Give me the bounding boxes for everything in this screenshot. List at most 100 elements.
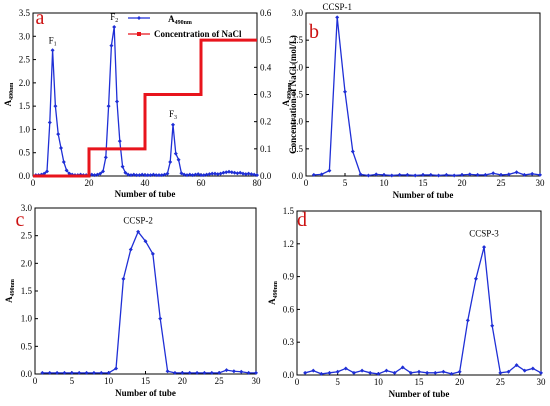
data-point	[62, 370, 67, 375]
y-tick-label: 2.5	[19, 55, 31, 65]
panel-letter: b	[309, 21, 319, 43]
x-tick-label: 15	[415, 377, 425, 387]
x-tick-label: 80	[253, 178, 263, 188]
data-point	[392, 370, 397, 375]
y-axis-title: A490nm	[267, 281, 279, 305]
y2-tick-label: 0.5	[260, 35, 272, 45]
y-tick-label: 0.5	[19, 148, 31, 158]
plot-frame	[34, 207, 257, 375]
x-axis-title: Number of tube	[115, 189, 176, 199]
data-point	[231, 369, 236, 374]
y2-tick-label: 0.6	[260, 8, 272, 18]
x-tick-label: 25	[496, 377, 506, 387]
y-tick-label: 2.5	[292, 35, 304, 45]
data-point	[343, 89, 347, 94]
data-point	[227, 169, 231, 174]
y-tick-label: 0.0	[21, 369, 33, 379]
data-point	[351, 370, 356, 375]
y-tick-label: 1.5	[283, 206, 295, 216]
y2-axis-title: Concentration of NaCl (mol/L)	[288, 35, 298, 154]
x-tick-label: 30	[537, 377, 547, 387]
data-point	[235, 171, 240, 176]
y-tick-label: 0.0	[19, 171, 31, 181]
y2-tick-label: 0.0	[260, 171, 272, 181]
data-point	[92, 173, 97, 178]
data-point	[77, 370, 82, 375]
panel-letter: d	[297, 209, 307, 231]
data-point	[47, 120, 52, 125]
data-point	[84, 370, 89, 375]
y-axis-title: A490nm	[281, 83, 293, 107]
data-point	[303, 370, 308, 375]
data-point	[425, 370, 430, 375]
x-axis-title: Number of tube	[389, 389, 450, 399]
y-tick-label: 0.0	[292, 171, 304, 181]
data-point	[405, 172, 410, 177]
y-tick-label: 0.3	[283, 337, 295, 347]
data-point	[224, 368, 229, 373]
data-point	[239, 369, 244, 374]
data-point	[69, 370, 74, 375]
data-point	[114, 366, 119, 371]
data-point	[376, 371, 381, 376]
data-point	[246, 370, 251, 375]
data-point	[311, 368, 316, 373]
y-tick-label: 2.0	[21, 258, 33, 268]
data-point	[204, 172, 209, 177]
data-point	[112, 24, 117, 29]
data-point	[457, 369, 462, 374]
y2-tick-label: 0.4	[260, 62, 272, 72]
x-tick-label: 20	[85, 178, 95, 188]
y-tick-label: 2.0	[19, 78, 31, 88]
data-point	[126, 172, 131, 177]
y-tick-label: 1.0	[292, 117, 304, 127]
data-point	[249, 172, 254, 177]
data-point	[53, 104, 58, 109]
data-point	[311, 172, 316, 177]
legend-label-nacl: Concentration of NaCl	[154, 29, 242, 39]
data-point	[530, 171, 535, 176]
y-tick-label: 1.0	[21, 314, 33, 324]
data-point	[465, 318, 470, 323]
data-point	[179, 171, 184, 176]
x-tick-label: 20	[178, 376, 188, 386]
data-point	[444, 172, 449, 177]
data-point	[335, 15, 340, 20]
data-point	[213, 171, 217, 176]
data-point	[441, 369, 446, 374]
data-point	[436, 173, 441, 178]
y2-tick-label: 0.2	[260, 117, 271, 127]
data-point	[56, 132, 61, 137]
x-axis-title: Number of tube	[393, 190, 454, 200]
x-tick-label: 40	[141, 178, 151, 188]
absorbance-line	[42, 230, 256, 374]
x-tick-label: 20	[455, 377, 465, 387]
data-point	[538, 172, 542, 177]
data-point	[366, 173, 371, 178]
y-tick-label: 3.0	[21, 203, 33, 213]
data-point	[148, 173, 153, 178]
data-point	[117, 139, 122, 144]
x-tick-label: 0	[31, 178, 36, 188]
data-point	[109, 43, 114, 48]
x-tick-label: 5	[70, 376, 75, 386]
data-point	[319, 371, 324, 376]
data-point	[215, 172, 220, 177]
panel-a: 0 20 40 60 800.00.51.01.52.02.53.03.5Number …	[3, 7, 298, 199]
data-point	[103, 155, 108, 160]
panel-letter: c	[16, 209, 25, 231]
data-point	[185, 173, 189, 178]
data-point	[187, 370, 192, 375]
data-point	[490, 323, 495, 328]
nacl-gradient-line	[33, 38, 257, 178]
data-point	[137, 173, 142, 178]
data-point	[498, 370, 503, 375]
data-point	[101, 169, 105, 174]
data-point	[449, 371, 454, 376]
data-point	[195, 370, 200, 375]
panel-d: 0 5 10 15 20 25 30 0.0 0.3 0.6 0.9 1.2 1.5 Number of …	[267, 206, 546, 399]
data-point	[143, 173, 147, 178]
data-point	[209, 370, 214, 375]
data-point	[89, 172, 94, 177]
y-tick-label: 3.5	[19, 8, 31, 18]
